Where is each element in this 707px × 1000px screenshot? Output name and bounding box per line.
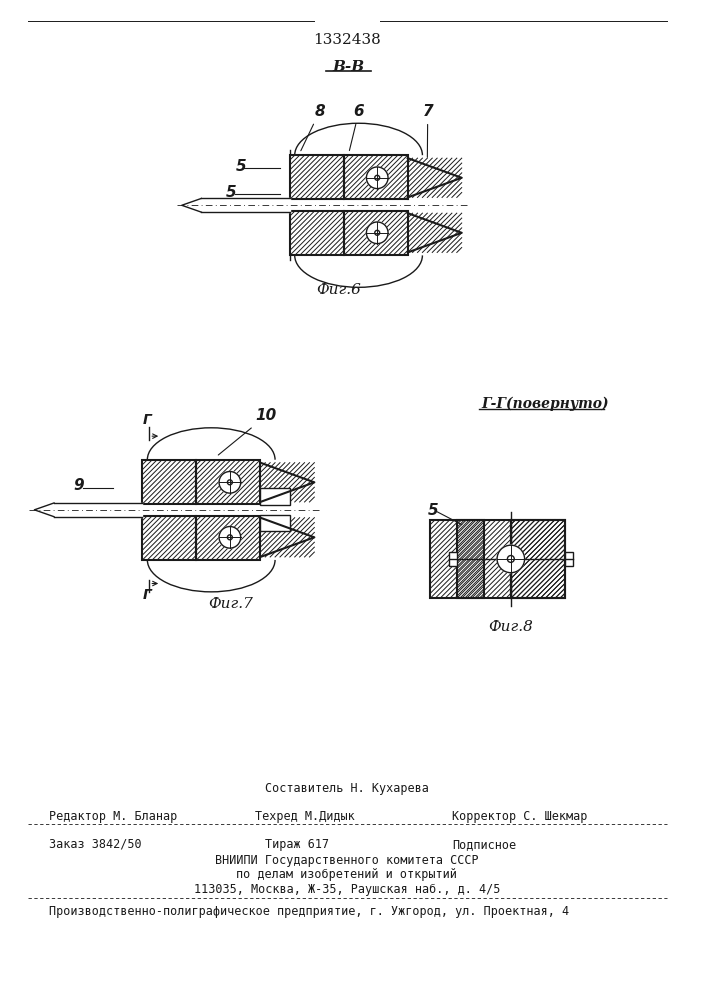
Bar (290, 155, 344, 199)
Circle shape (219, 527, 240, 548)
Circle shape (366, 167, 388, 189)
Polygon shape (35, 503, 54, 517)
Text: 5: 5 (226, 185, 237, 200)
Text: Тираж 617: Тираж 617 (265, 838, 329, 851)
Text: 6: 6 (349, 104, 364, 151)
Text: 113035, Москва, Ж-35, Раушская наб., д. 4/5: 113035, Москва, Ж-35, Раушская наб., д. … (194, 883, 500, 896)
Text: Корректор С. Шекмар: Корректор С. Шекмар (452, 810, 588, 823)
Bar (344, 211, 408, 255)
Text: 5: 5 (427, 503, 438, 518)
Bar (511, 520, 565, 598)
Text: ВНИИПИ Государственного комитета СССР: ВНИИПИ Государственного комитета СССР (215, 854, 479, 867)
Text: 1332438: 1332438 (313, 33, 380, 47)
Text: Фиг.6: Фиг.6 (317, 283, 361, 297)
Bar (290, 211, 344, 255)
Circle shape (219, 472, 240, 493)
Circle shape (366, 222, 388, 244)
Bar (457, 520, 511, 598)
Bar (197, 460, 260, 504)
Text: Редактор М. Бланар: Редактор М. Бланар (49, 810, 177, 823)
Text: Составитель Н. Кухарева: Составитель Н. Кухарева (265, 782, 428, 795)
Text: 8: 8 (300, 104, 325, 151)
Circle shape (497, 545, 525, 573)
Text: Г: Г (142, 588, 151, 602)
Bar (449, 552, 457, 566)
Bar (260, 488, 290, 505)
Bar (565, 552, 573, 566)
Text: Производственно-полиграфическое предприятие, г. Ужгород, ул. Проектная, 4: Производственно-полиграфическое предприя… (49, 905, 569, 918)
Text: В-В: В-В (333, 60, 365, 74)
Text: Техред М.Дидык: Техред М.Дидык (255, 810, 355, 823)
Text: по делам изобретений и открытий: по делам изобретений и открытий (236, 868, 457, 881)
Bar (142, 460, 197, 504)
Text: 10: 10 (218, 408, 276, 455)
Polygon shape (182, 198, 201, 212)
Bar (142, 516, 197, 560)
Text: Подписное: Подписное (452, 838, 516, 851)
Bar (431, 520, 484, 598)
Text: Заказ 3842/50: Заказ 3842/50 (49, 838, 141, 851)
Text: Фиг.7: Фиг.7 (209, 597, 253, 611)
Text: 7: 7 (422, 104, 433, 157)
Bar (511, 520, 565, 598)
Bar (197, 516, 260, 560)
Text: Г-Г(повернуто): Г-Г(повернуто) (481, 397, 609, 411)
Text: Фиг.8: Фиг.8 (489, 620, 533, 634)
Text: Г: Г (142, 413, 151, 427)
Text: 5: 5 (235, 159, 247, 174)
Bar (344, 155, 408, 199)
Bar (260, 515, 290, 531)
Text: 9: 9 (74, 478, 84, 493)
